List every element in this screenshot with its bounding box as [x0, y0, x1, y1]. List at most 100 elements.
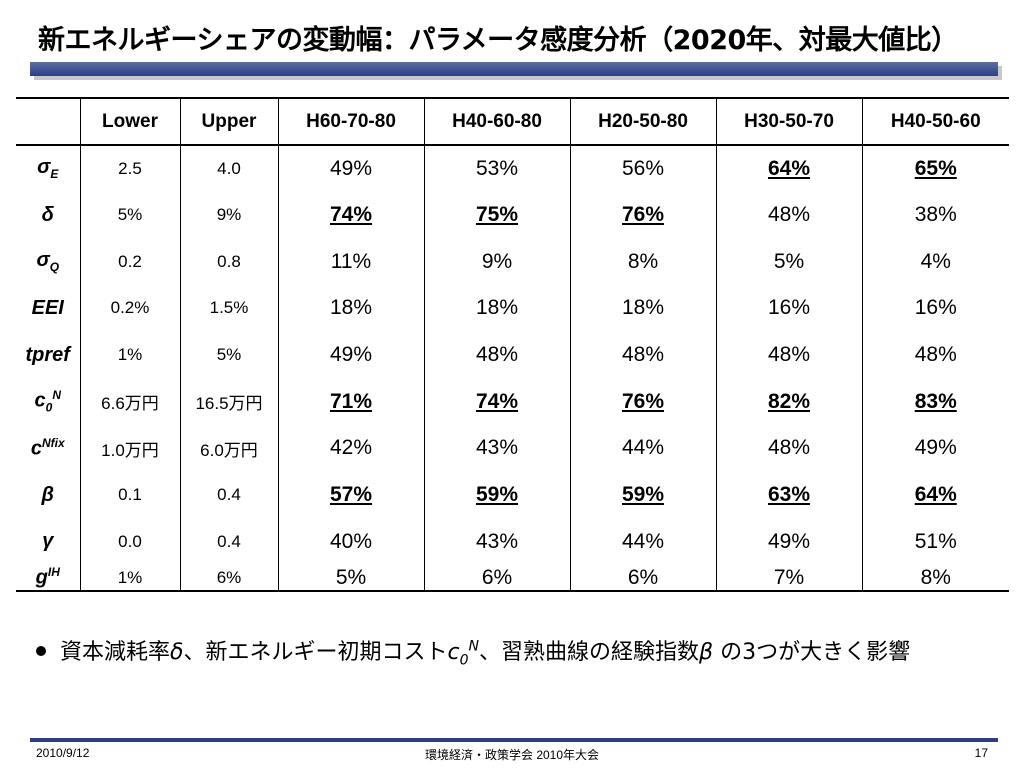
share-value-cell: 42% — [278, 425, 425, 472]
share-value-cell: 18% — [424, 285, 571, 332]
table-row: EEI 0.2% 1.5% 18% 18% 18% 16% 16% — [16, 285, 1009, 332]
sensitivity-table: Lower Upper H60-70-80 H40-60-80 H20-50-8… — [16, 97, 1009, 592]
header-upper: Upper — [180, 98, 279, 145]
header-h40-50-60: H40-50-60 — [890, 110, 981, 132]
share-value-cell: 16% — [914, 296, 957, 320]
share-value-cell: 5% — [716, 238, 863, 286]
lower-bound-cell: 0.1 — [80, 471, 181, 519]
param-label: δ — [16, 191, 81, 239]
share-value-cell: 11% — [278, 238, 425, 286]
share-value-cell: 64% — [716, 145, 863, 192]
share-value-cell: 8% — [570, 238, 717, 286]
table-row: β 0.1 0.4 57% 59% 59% 63% 64% — [16, 471, 1009, 519]
share-value-cell: 48% — [424, 331, 571, 379]
share-value-cell: 59% — [424, 471, 571, 519]
share-value-cell: 48% — [716, 331, 863, 379]
title-underline-bar — [30, 62, 998, 76]
upper-bound-cell: 16.5万円 — [180, 378, 279, 426]
share-value-cell: 5% — [278, 565, 425, 591]
table-row: gIH 1% 6% 5% 6% 6% 7% 8% — [16, 565, 1009, 591]
bullet-text-2: 、新エネルギー初期コスト — [183, 640, 448, 665]
share-value-cell: 65% — [914, 156, 957, 180]
slide-title: 新エネルギーシェアの変動幅：パラメータ感度分析（2020年、対最大値比） — [38, 25, 958, 56]
share-value-cell: 63% — [716, 471, 863, 519]
header-lower: Lower — [80, 98, 181, 145]
share-value-cell: 82% — [716, 378, 863, 426]
share-value-cell: 43% — [424, 518, 571, 566]
bullet-delta-symbol: δ — [170, 640, 184, 665]
param-label: σE — [16, 145, 81, 192]
share-value-cell: 49% — [278, 145, 425, 192]
share-value-cell: 18% — [278, 285, 425, 332]
header-h40-60-80: H40-60-80 — [424, 98, 571, 145]
param-label: σQ — [16, 238, 81, 286]
key-finding-bullet: 資本減耗率δ、新エネルギー初期コストc0N、習熟曲線の経験指数β の3つが大きく… — [36, 634, 910, 668]
param-label: β — [16, 471, 81, 519]
footer-page-number: 17 — [974, 746, 988, 760]
upper-bound-cell: 6% — [180, 565, 279, 591]
share-value-cell: 74% — [278, 191, 425, 239]
table-row: tpref 1% 5% 49% 48% 48% 48% 48% — [16, 331, 1009, 379]
lower-bound-cell: 0.2 — [80, 238, 181, 286]
share-value-cell: 64% — [914, 483, 957, 507]
share-value-cell: 6% — [424, 565, 571, 591]
share-value-cell: 76% — [570, 191, 717, 239]
table-row: δ 5% 9% 74% 75% 76% 48% 38% — [16, 191, 1009, 239]
share-value-cell: 43% — [424, 425, 571, 472]
table-row: σE 2.5 4.0 49% 53% 56% 64% 65% — [16, 145, 1009, 192]
header-h20-50-80: H20-50-80 — [570, 98, 717, 145]
share-value-cell: 76% — [570, 378, 717, 426]
share-value-cell: 8% — [920, 565, 951, 589]
upper-bound-cell: 4.0 — [180, 145, 279, 192]
share-value-cell: 6% — [570, 565, 717, 591]
param-label: c0N — [16, 378, 81, 426]
header-h60-70-80: H60-70-80 — [278, 98, 425, 145]
upper-bound-cell: 6.0万円 — [180, 425, 279, 472]
share-value-cell: 44% — [570, 518, 717, 566]
bullet-dot — [36, 646, 46, 656]
param-label: gIH — [16, 565, 81, 591]
share-value-cell: 51% — [914, 529, 957, 553]
param-label: cNfix — [16, 425, 81, 472]
share-value-cell: 48% — [914, 343, 957, 367]
share-value-cell: 48% — [716, 191, 863, 239]
bullet-text-4: の3つが大きく影響 — [713, 640, 911, 665]
share-value-cell: 44% — [570, 425, 717, 472]
share-value-cell: 40% — [278, 518, 425, 566]
share-value-cell: 48% — [570, 331, 717, 379]
upper-bound-cell: 9% — [180, 191, 279, 239]
table-row: σQ 0.2 0.8 11% 9% 8% 5% 4% — [16, 238, 1009, 286]
table-row: γ 0.0 0.4 40% 43% 44% 49% 51% — [16, 518, 1009, 566]
lower-bound-cell: 2.5 — [80, 145, 181, 192]
upper-bound-cell: 0.8 — [180, 238, 279, 286]
share-value-cell: 83% — [914, 389, 957, 413]
share-value-cell: 7% — [716, 565, 863, 591]
share-value-cell: 9% — [424, 238, 571, 286]
header-h30-50-70: H30-50-70 — [716, 98, 863, 145]
share-value-cell: 49% — [716, 518, 863, 566]
footer-date: 2010/9/12 — [36, 746, 90, 760]
bullet-text-1: 資本減耗率 — [60, 640, 171, 665]
upper-bound-cell: 1.5% — [180, 285, 279, 332]
param-label: EEI — [16, 285, 81, 332]
footer-conference: 環境経済・政策学会 2010年大会 — [424, 748, 600, 762]
lower-bound-cell: 0.2% — [80, 285, 181, 332]
share-value-cell: 18% — [570, 285, 717, 332]
upper-bound-cell: 0.4 — [180, 471, 279, 519]
param-label: γ — [16, 518, 81, 566]
upper-bound-cell: 0.4 — [180, 518, 279, 566]
share-value-cell: 59% — [570, 471, 717, 519]
share-value-cell: 75% — [424, 191, 571, 239]
share-value-cell: 53% — [424, 145, 571, 192]
bullet-text-3: 、習熟曲線の経験指数 — [479, 640, 700, 665]
share-value-cell: 56% — [570, 145, 717, 192]
bullet-beta-symbol: β — [699, 640, 714, 665]
sensitivity-table-container: Lower Upper H60-70-80 H40-60-80 H20-50-8… — [16, 97, 1009, 592]
lower-bound-cell: 1% — [80, 565, 181, 591]
param-label: tpref — [16, 331, 81, 379]
table-body: σE 2.5 4.0 49% 53% 56% 64% 65% δ 5% 9% 74% 75% 76% 48%… — [16, 145, 1009, 591]
lower-bound-cell: 1.0万円 — [80, 425, 181, 472]
table-row: c0N 6.6万円 16.5万円 71% 74% 76% 82% 83% — [16, 378, 1009, 426]
share-value-cell: 38% — [914, 203, 957, 227]
table-header-row: Lower Upper H60-70-80 H40-60-80 H20-50-8… — [16, 98, 1009, 145]
